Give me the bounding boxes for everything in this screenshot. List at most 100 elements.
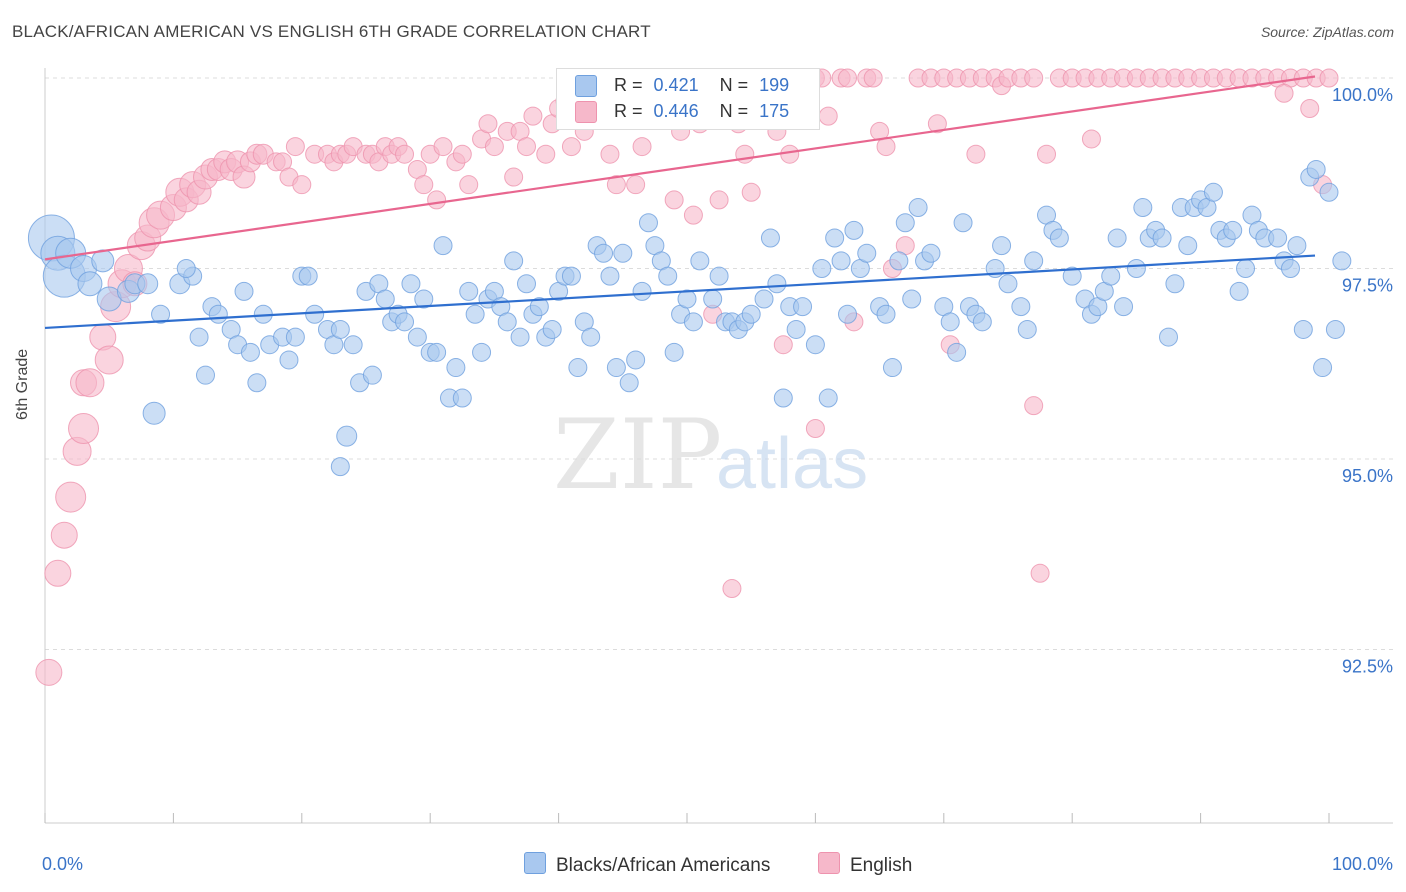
blacks-data-point [433,236,453,256]
blacks-data-point [902,289,922,309]
english-data-point [1319,68,1339,88]
blacks-data-point [343,335,363,355]
y-tick-labels: 92.5% 95.0% 97.5% 100.0% [1332,85,1393,677]
blacks-data-point [1229,281,1249,301]
blacks-data-point [459,281,479,301]
blacks-data-point [1332,251,1352,271]
blacks-data-point [407,327,427,347]
axes [44,68,1393,824]
blacks-data-point [741,304,761,324]
blacks-data-point [882,358,902,378]
english-data-point [1037,144,1057,164]
english-data-point [773,335,793,355]
blacks-data-point [427,342,447,362]
blacks-data-point [529,297,549,317]
blacks-data-point [330,457,350,477]
blacks-data-point [362,365,382,385]
english-data-point [35,658,63,686]
chart-title: BLACK/AFRICAN AMERICAN VS ENGLISH 6TH GR… [12,22,651,41]
blacks-data-point [176,259,196,278]
blacks-data-point [465,304,485,324]
legend-n-label: N = [719,75,749,95]
bottom-legend-swatch-blue [524,852,546,874]
english-data-point [863,68,883,88]
english-data-point [1081,129,1101,149]
blacks-data-point [497,312,517,332]
blacks-data-point [773,388,793,408]
blacks-data-point [561,266,581,286]
blacks-data-point [683,312,703,332]
blacks-data-point [142,401,166,425]
watermark: ZIP atlas [553,399,868,511]
english-data-point [606,175,626,195]
y-tick-label: 95.0% [1342,466,1393,486]
english-data-point [664,190,684,210]
blacks-data-point [1178,236,1198,256]
blacks-data-point [1133,198,1153,218]
legend-box: R = 0.421 N = 199 R = 0.446 N = 175 [556,68,820,130]
english-data-point [632,137,652,157]
blacks-data-point [1236,259,1256,278]
english-data-point [838,68,857,88]
blacks-data-point [895,213,915,233]
legend-row-blacks: R = 0.421 N = 199 [575,75,789,99]
blacks-data-point [77,271,103,297]
english-data-point [966,144,986,164]
english-data-point [1300,98,1320,118]
english-data-point [94,345,124,375]
english-data-point [1024,68,1044,88]
x-tick-labels: 0.0% 100.0% [42,854,1393,874]
legend-swatch-pink [575,101,597,124]
blacks-data-point [1223,220,1243,240]
blacks-data-point [452,388,472,408]
blacks-data-point [1049,228,1069,248]
blacks-data-point [606,358,626,378]
english-data-point [44,559,72,587]
blacks-data-point [189,327,209,347]
blacks-data-point [754,289,774,309]
legend-r-value: 0.446 [653,101,699,121]
english-data-point [709,190,729,210]
blacks-data-point [375,289,395,309]
blacks-data-point [517,274,536,294]
blacks-data-point [247,373,267,393]
english-data-point [427,190,447,210]
english-data-point [1030,563,1050,583]
blacks-data-point [151,304,171,324]
blacks-data-point [137,273,159,295]
english-data-point [536,144,556,164]
black-african-american-series [27,159,1352,477]
legend-n-value: 175 [759,101,790,121]
blacks-data-point [1114,297,1134,317]
blacks-data-point [953,213,973,233]
blacks-data-point [336,425,358,447]
blacks-data-point [908,198,928,218]
blacks-data-point [1101,266,1121,286]
blacks-data-point [240,342,260,362]
english-data-point [1274,83,1294,103]
blacks-data-point [786,319,806,339]
blacks-data-point [1017,319,1037,339]
blacks-data-point [594,243,614,263]
blacks-data-point [632,281,652,301]
english-data-point [600,144,620,164]
source-label: Source: ZipAtlas.com [1260,24,1394,40]
legend-r-label: R = [614,101,643,121]
blacks-data-point [1062,266,1082,286]
blacks-data-point [581,327,601,347]
blacks-data-point [1319,182,1339,202]
blacks-data-point [1107,228,1127,248]
legend-r-label: R = [614,75,643,95]
english-data-point [780,144,800,164]
legend-n-label: N = [719,101,749,121]
blacks-data-point [542,319,562,339]
x-tick-label: 100.0% [1332,854,1393,874]
legend-r-value: 0.421 [653,75,699,95]
english-data-point [50,521,78,549]
blacks-data-point [414,289,434,309]
y-tick-label: 100.0% [1332,85,1393,105]
bottom-legend-blacks: Blacks/African Americans [524,852,770,877]
blacks-data-point [992,236,1012,256]
blacks-data-point [279,350,299,370]
blacks-data-point [709,266,729,286]
